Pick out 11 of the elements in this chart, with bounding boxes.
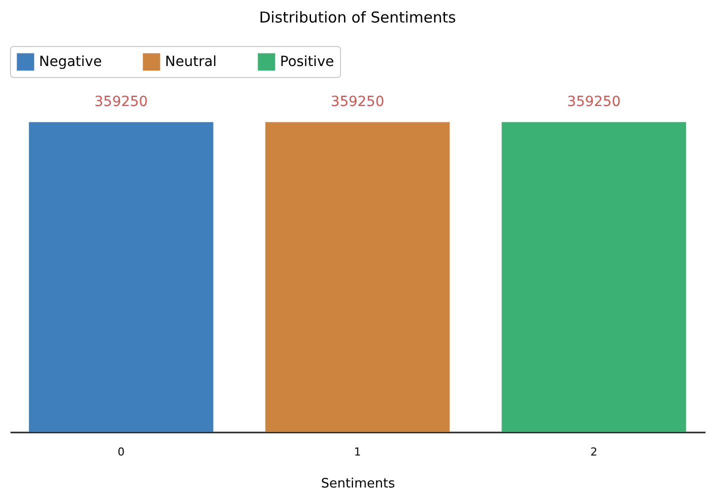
legend-label: Neutral — [165, 54, 217, 70]
x-tick-label: 2 — [590, 446, 598, 458]
data-label: 359250 — [94, 94, 148, 110]
data-label: 359250 — [330, 94, 384, 110]
chart-title: Distribution of Sentiments — [259, 8, 456, 26]
x-tick-label: 1 — [354, 446, 361, 458]
legend-label: Negative — [39, 54, 102, 70]
x-axis-title: Sentiments — [321, 476, 396, 492]
legend-label: Positive — [280, 54, 334, 70]
x-tick-label: 0 — [118, 446, 125, 458]
data-label: 359250 — [567, 94, 621, 110]
